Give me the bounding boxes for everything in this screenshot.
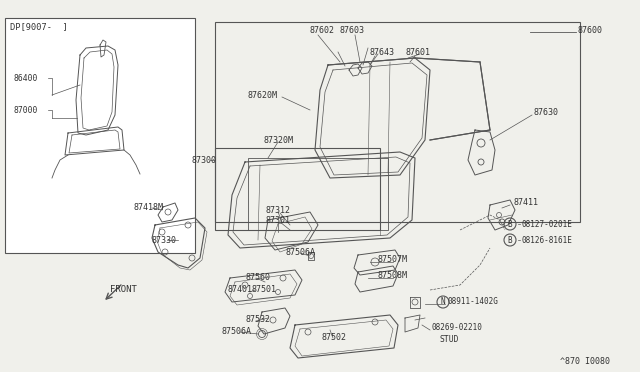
Text: 87401: 87401 [228, 285, 253, 295]
Text: 87300: 87300 [192, 155, 217, 164]
Text: DP[9007-  ]: DP[9007- ] [10, 22, 68, 32]
Text: 87000: 87000 [14, 106, 38, 115]
Text: B: B [508, 235, 512, 244]
Text: STUD: STUD [440, 336, 460, 344]
Text: 87620M: 87620M [247, 90, 277, 99]
Text: 87532: 87532 [246, 315, 271, 324]
Text: 87600: 87600 [578, 26, 603, 35]
Text: B: B [508, 219, 512, 228]
Text: 87411: 87411 [513, 198, 538, 206]
Text: 87602: 87602 [310, 26, 335, 35]
Text: 87560: 87560 [246, 273, 271, 282]
Text: ^870 I0080: ^870 I0080 [560, 357, 610, 366]
Bar [215, 22, 580, 222]
Text: 87643: 87643 [370, 48, 395, 57]
Text: 08911-1402G: 08911-1402G [448, 298, 499, 307]
Text: 87506A: 87506A [222, 327, 252, 337]
Text: 87501: 87501 [252, 285, 277, 295]
Text: 87320M: 87320M [263, 135, 293, 144]
Text: 87502: 87502 [322, 334, 347, 343]
Bar [5, 18, 195, 253]
Text: 87630: 87630 [534, 108, 559, 116]
Text: 86400: 86400 [14, 74, 38, 83]
Text: 08127-0201E: 08127-0201E [521, 219, 572, 228]
Text: 87603: 87603 [340, 26, 365, 35]
Text: 87330: 87330 [151, 235, 176, 244]
Bar [215, 148, 380, 230]
Text: 87506A: 87506A [285, 247, 315, 257]
Bar [248, 158, 388, 230]
Text: 87418M: 87418M [133, 202, 163, 212]
Text: 87301: 87301 [265, 215, 290, 224]
Text: 87312: 87312 [265, 205, 290, 215]
Text: 87508M: 87508M [378, 270, 408, 279]
Text: 08126-8161E: 08126-8161E [521, 235, 572, 244]
Text: 87507M: 87507M [378, 256, 408, 264]
Text: 08269-02210: 08269-02210 [432, 324, 483, 333]
Text: N: N [441, 298, 445, 307]
Text: 87601: 87601 [405, 48, 430, 57]
Text: FRONT: FRONT [110, 285, 137, 294]
